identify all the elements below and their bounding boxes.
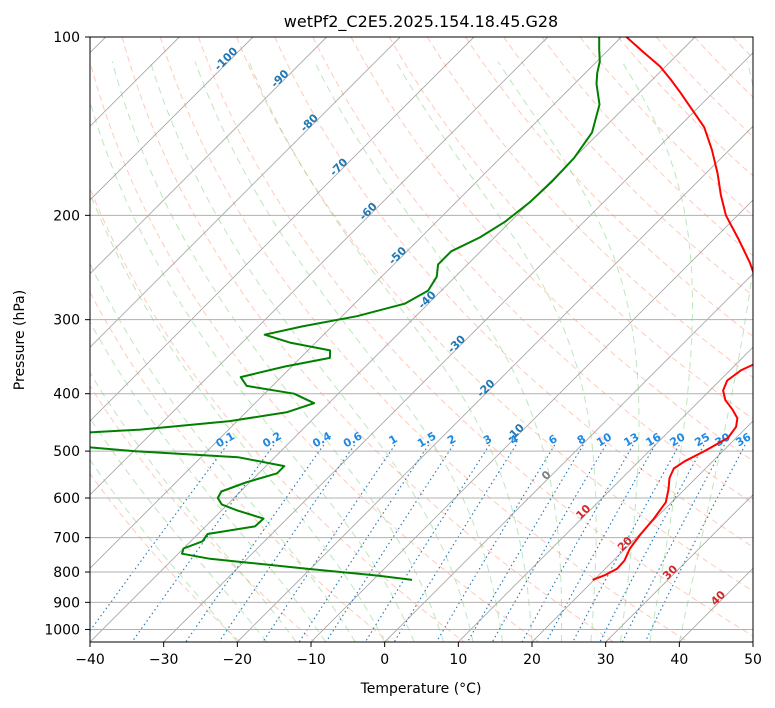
isotherm-line [90,37,696,642]
isotherm-line [384,273,753,642]
mixing-ratio-line [90,444,228,632]
dry-adiabat [90,291,390,642]
dry-adiabat [274,37,753,548]
dewpoint-profile [90,37,601,581]
temperature-profile [592,37,753,581]
dry-adiabat [579,37,753,217]
mixing-ratio-line [621,444,725,642]
isotherm-line [457,346,753,642]
mixing-ratio-line [545,444,656,642]
x-tick-label: 30 [597,652,615,668]
isotherm-line [90,37,549,496]
mixing-ratio-line [521,444,634,642]
x-tick-label: 10 [449,652,467,668]
isotherm-line [90,37,401,348]
mixing-ratio-line [644,444,746,642]
pressure-gridlines [90,37,753,630]
x-tick-label: 50 [744,652,762,668]
mixing-ratio-line [298,444,430,642]
chart-title: wetPf2_C2E5.2025.154.18.45.G28 [284,12,558,32]
mixing-ratio-line [131,444,275,642]
moist-adiabat [90,99,415,642]
dry-adiabat [350,37,753,462]
moist-adiabat [90,417,268,642]
profile-lines [90,37,753,581]
dry-adiabat [426,37,753,378]
isotherm-line [163,52,753,642]
x-axis-title: Temperature (°C) [360,681,482,697]
isotherm-line [605,494,753,642]
x-tick-label: −10 [296,652,326,668]
x-tick-label: −40 [75,652,105,668]
y-tick-label: 600 [53,491,80,507]
moist-adiabat [248,61,533,642]
y-tick-label: 700 [53,531,80,547]
y-tick-label: 1000 [44,622,80,638]
y-tick-label: 300 [53,313,80,329]
y-axis-title: Pressure (hPa) [12,290,28,390]
dry-adiabat [90,59,540,642]
dry-adiabat [312,37,753,505]
isotherm-line [531,420,753,642]
dry-adiabat [121,37,614,642]
y-tick-label: 400 [53,387,80,403]
moist-adiabat [314,61,563,642]
moist-adiabat [111,61,445,642]
moist-adiabat [90,192,386,642]
x-tick-label: −20 [223,652,253,668]
dry-adiabat [159,37,689,642]
moist-adiabat [90,371,297,642]
background-lines [90,37,753,642]
dry-adiabat [541,37,753,257]
y-axis-ticks: 100 200 300 400 500 600 700 800 900 1000 [44,30,90,638]
moist-adiabat [90,321,327,642]
y-tick-label: 100 [53,30,80,46]
dry-adiabat [236,37,753,592]
dry-adiabat [90,186,465,642]
y-tick-label: 900 [53,595,80,611]
moist-adiabat [90,459,238,642]
mixing-ratio-line [599,444,705,642]
isotherm-line [90,37,328,275]
dry-adiabat [465,37,753,337]
moist-adiabat [149,61,474,642]
moist-adiabat [395,61,597,642]
x-tick-label: −30 [149,652,179,668]
dry-adiabat [198,37,753,637]
mixing-ratio-line [491,444,607,642]
y-tick-label: 800 [53,565,80,581]
isotherm-line [90,37,475,422]
y-tick-label: 200 [53,208,80,224]
x-axis-ticks: −40 −30 −20 −10 0 10 20 30 40 50 [75,642,762,668]
x-tick-label: 40 [670,652,688,668]
moist-adiabat [621,61,693,642]
isotherm-line [90,37,622,569]
plot-frame [89,36,754,643]
moist-adiabat [194,61,503,642]
x-tick-label: 20 [523,652,541,668]
isotherm-line [310,199,753,642]
isotherm-line [90,37,254,201]
moist-adiabat [497,61,640,642]
y-tick-label: 500 [53,444,80,460]
dry-adiabat [388,37,753,420]
mixing-ratio-line [325,444,454,642]
moist-adiabat [90,262,356,642]
x-tick-label: 0 [380,652,389,668]
isotherm-line [236,125,753,642]
mixing-ratio-line [364,444,490,642]
moist-adiabat [678,61,753,642]
